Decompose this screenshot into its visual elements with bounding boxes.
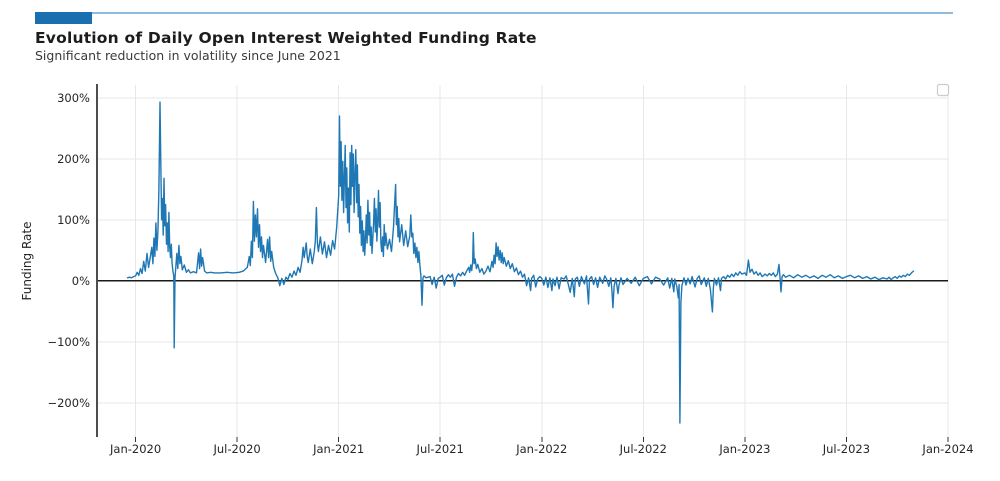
y-tick-label: 0%	[72, 274, 90, 288]
y-axis-title: Funding Rate	[20, 222, 34, 301]
y-tick-label: 200%	[57, 152, 90, 166]
x-tick-label: Jan-2022	[515, 442, 567, 456]
x-tick-label: Jul-2023	[822, 442, 870, 456]
y-tick-label: −100%	[47, 335, 90, 349]
page-title: Evolution of Daily Open Interest Weighte…	[35, 29, 537, 47]
x-tick-label: Jan-2024	[921, 442, 973, 456]
x-tick-label: Jan-2020	[109, 442, 161, 456]
header-rule	[35, 12, 953, 14]
series-line	[126, 101, 915, 424]
x-tick-label: Jul-2022	[619, 442, 667, 456]
page-subtitle: Significant reduction in volatility sinc…	[35, 48, 341, 63]
x-axis: Jan-2020 Jul-2020 Jan-2021 Jul-2021 Jan-2022…	[109, 437, 974, 456]
y-axis: 300% 200% 100% 0% −100% −200%	[47, 91, 90, 410]
gridlines	[97, 85, 949, 437]
y-tick-label: 300%	[57, 91, 90, 105]
x-tick-label: Jan-2021	[312, 442, 364, 456]
header-accent-bar	[35, 12, 92, 24]
y-tick-label: −200%	[47, 396, 90, 410]
x-tick-label: Jan-2023	[718, 442, 770, 456]
empty-legend-box	[936, 83, 950, 97]
x-tick-label: Jul-2020	[212, 442, 260, 456]
y-tick-label: 100%	[57, 213, 90, 227]
x-tick-label: Jul-2021	[416, 442, 464, 456]
